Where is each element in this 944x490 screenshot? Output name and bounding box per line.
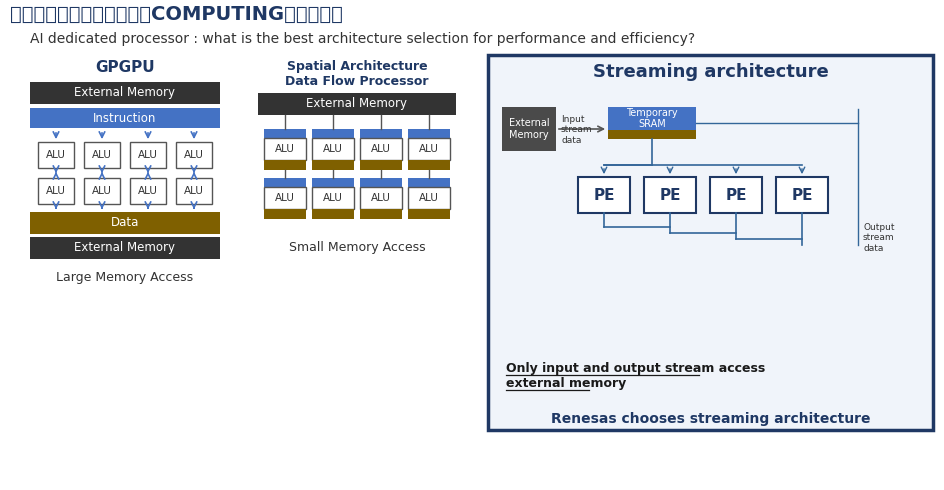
FancyBboxPatch shape (264, 160, 306, 170)
FancyBboxPatch shape (258, 93, 456, 115)
Text: Instruction: Instruction (93, 112, 157, 124)
Text: Streaming architecture: Streaming architecture (593, 63, 829, 81)
FancyBboxPatch shape (130, 142, 166, 168)
FancyBboxPatch shape (408, 160, 450, 170)
FancyBboxPatch shape (360, 187, 402, 209)
Text: ALU: ALU (323, 193, 343, 203)
Text: ALU: ALU (419, 193, 439, 203)
FancyBboxPatch shape (312, 160, 354, 170)
FancyBboxPatch shape (130, 178, 166, 204)
FancyBboxPatch shape (408, 209, 450, 219)
Text: ALU: ALU (93, 186, 112, 196)
FancyBboxPatch shape (38, 142, 74, 168)
FancyBboxPatch shape (176, 142, 212, 168)
Text: External Memory: External Memory (75, 87, 176, 99)
FancyBboxPatch shape (312, 138, 354, 160)
FancyBboxPatch shape (360, 160, 402, 170)
Text: Spatial Architecture
Data Flow Processor: Spatial Architecture Data Flow Processor (285, 60, 429, 88)
Text: External
Memory: External Memory (509, 118, 549, 140)
FancyBboxPatch shape (38, 178, 74, 204)
Text: Temporary
SRAM: Temporary SRAM (626, 108, 678, 129)
Text: ALU: ALU (93, 150, 112, 160)
Text: ALU: ALU (138, 186, 158, 196)
Text: AI dedicated processor : what is the best architecture selection for performance: AI dedicated processor : what is the bes… (30, 32, 695, 46)
FancyBboxPatch shape (176, 178, 212, 204)
FancyBboxPatch shape (312, 129, 354, 138)
Text: ALU: ALU (46, 186, 66, 196)
FancyBboxPatch shape (578, 177, 630, 213)
FancyBboxPatch shape (264, 138, 306, 160)
FancyBboxPatch shape (30, 237, 220, 259)
FancyBboxPatch shape (264, 129, 306, 138)
Text: ALU: ALU (275, 193, 295, 203)
FancyBboxPatch shape (608, 130, 696, 139)
FancyBboxPatch shape (312, 187, 354, 209)
Text: Renesas chooses streaming architecture: Renesas chooses streaming architecture (550, 412, 870, 426)
Text: ALU: ALU (371, 144, 391, 154)
FancyBboxPatch shape (408, 129, 450, 138)
Text: ALU: ALU (46, 150, 66, 160)
Text: ALU: ALU (323, 144, 343, 154)
Text: external memory: external memory (506, 377, 626, 390)
FancyBboxPatch shape (264, 178, 306, 187)
FancyBboxPatch shape (84, 178, 120, 204)
FancyBboxPatch shape (408, 187, 450, 209)
Text: Data: Data (110, 217, 139, 229)
Text: Output
stream
data: Output stream data (863, 223, 895, 253)
FancyBboxPatch shape (776, 177, 828, 213)
FancyBboxPatch shape (408, 138, 450, 160)
Text: PE: PE (791, 188, 813, 202)
FancyBboxPatch shape (710, 177, 762, 213)
Text: Only input and output stream access: Only input and output stream access (506, 362, 766, 375)
FancyBboxPatch shape (408, 178, 450, 187)
FancyBboxPatch shape (30, 82, 220, 104)
FancyBboxPatch shape (30, 212, 220, 234)
Text: PE: PE (659, 188, 681, 202)
Text: エネルギー効率を高めた、COMPUTING性能の比較: エネルギー効率を高めた、COMPUTING性能の比較 (10, 5, 343, 24)
Text: ALU: ALU (275, 144, 295, 154)
FancyBboxPatch shape (360, 178, 402, 187)
FancyBboxPatch shape (30, 108, 220, 128)
Text: External Memory: External Memory (307, 98, 408, 111)
FancyBboxPatch shape (84, 142, 120, 168)
FancyBboxPatch shape (264, 209, 306, 219)
Text: ALU: ALU (371, 193, 391, 203)
Text: Small Memory Access: Small Memory Access (289, 241, 426, 253)
Text: Large Memory Access: Large Memory Access (57, 270, 194, 284)
Text: ALU: ALU (184, 186, 204, 196)
FancyBboxPatch shape (312, 209, 354, 219)
Text: ALU: ALU (419, 144, 439, 154)
FancyBboxPatch shape (312, 178, 354, 187)
Text: ALU: ALU (138, 150, 158, 160)
Text: PE: PE (593, 188, 615, 202)
Text: ALU: ALU (184, 150, 204, 160)
Text: GPGPU: GPGPU (95, 60, 155, 75)
FancyBboxPatch shape (608, 107, 696, 130)
FancyBboxPatch shape (502, 107, 556, 151)
FancyBboxPatch shape (488, 55, 933, 430)
FancyBboxPatch shape (360, 138, 402, 160)
Text: PE: PE (725, 188, 747, 202)
FancyBboxPatch shape (264, 187, 306, 209)
FancyBboxPatch shape (360, 129, 402, 138)
FancyBboxPatch shape (644, 177, 696, 213)
Text: Input
stream
data: Input stream data (561, 115, 593, 145)
FancyBboxPatch shape (360, 209, 402, 219)
Text: External Memory: External Memory (75, 242, 176, 254)
